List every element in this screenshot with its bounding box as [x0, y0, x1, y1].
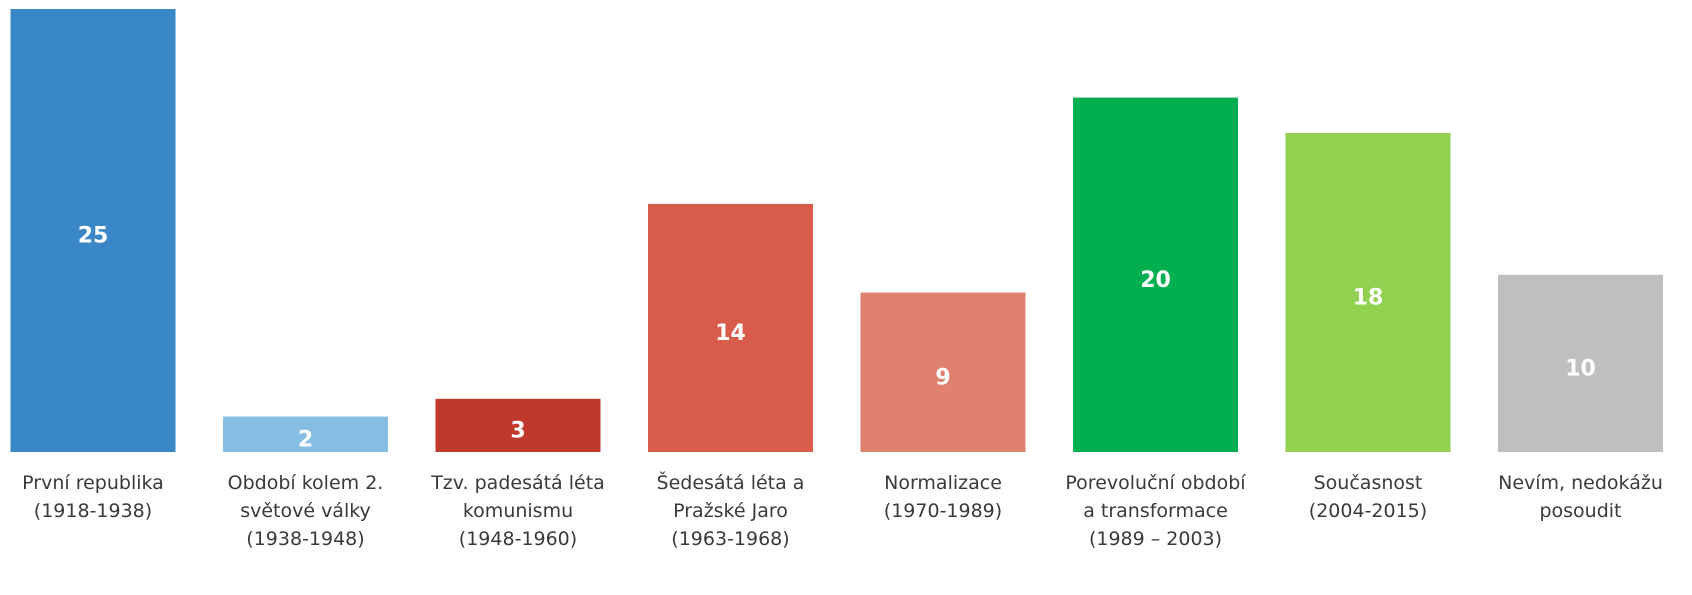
x-tick-label: Nevím, nedokážu posoudit	[1498, 472, 1663, 522]
label-line: komunismu	[463, 500, 573, 522]
label-line: Šedesátá léta a	[657, 470, 805, 494]
data-label: 9	[935, 365, 950, 390]
label-line: Porevoluční období	[1065, 472, 1246, 494]
x-tick-label: Šedesátá léta a Pražské Jaro (1963-1968)	[657, 470, 805, 550]
label-line: Tzv. padesátá léta	[430, 472, 605, 494]
label-line: Normalizace	[884, 472, 1002, 494]
x-tick-label: Normalizace (1970-1989)	[884, 472, 1002, 522]
label-line: Nevím, nedokážu	[1498, 472, 1663, 494]
label-line: První republika	[22, 472, 164, 494]
label-line: a transformace	[1083, 500, 1228, 522]
data-label: 3	[510, 418, 525, 443]
data-label: 14	[715, 321, 746, 346]
x-tick-label: První republika (1918-1938)	[22, 472, 164, 522]
label-line: Současnost	[1314, 472, 1423, 494]
label-line: (1948-1960)	[459, 528, 577, 550]
label-line: (1970-1989)	[884, 500, 1002, 522]
data-label: 10	[1565, 356, 1596, 381]
bar	[860, 292, 1026, 452]
bar	[1073, 97, 1238, 452]
label-line: (1963-1968)	[671, 528, 789, 550]
bar	[648, 203, 813, 452]
label-line: (1918-1938)	[34, 500, 152, 522]
data-label: 18	[1353, 286, 1384, 311]
label-line: (1989 – 2003)	[1089, 528, 1222, 550]
label-line: (1938-1948)	[246, 528, 364, 550]
x-tick-label: Období kolem 2. světové války (1938-1948)	[228, 472, 384, 550]
x-tick-label: Porevoluční období a transformace (1989 – …	[1065, 472, 1246, 550]
label-line: (2004-2015)	[1309, 500, 1427, 522]
x-tick-label: Tzv. padesátá léta komunismu (1948-1960)	[430, 472, 605, 550]
data-label: 2	[298, 427, 313, 452]
label-line: Pražské Jaro	[673, 500, 788, 522]
x-tick-label: Současnost (2004-2015)	[1309, 472, 1427, 522]
bar	[10, 9, 176, 452]
label-line: posoudit	[1539, 500, 1621, 522]
bar	[223, 416, 388, 452]
data-label: 20	[1140, 268, 1171, 293]
bar	[1285, 133, 1451, 453]
data-label: 25	[78, 224, 109, 249]
bar	[1498, 274, 1663, 452]
label-line: Období kolem 2.	[228, 472, 384, 494]
label-line: světové války	[240, 500, 371, 522]
bar	[435, 398, 601, 452]
